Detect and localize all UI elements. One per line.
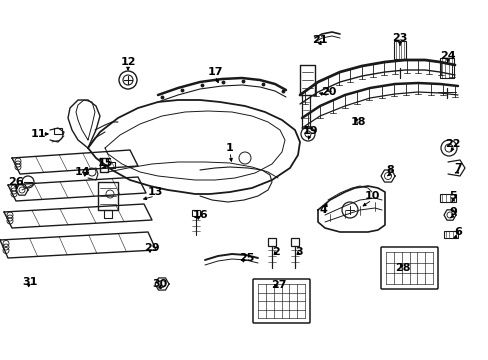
Text: 9: 9	[448, 207, 456, 217]
Bar	[267, 238, 275, 246]
Text: 5: 5	[448, 191, 456, 201]
Text: 11: 11	[30, 129, 46, 139]
Text: 18: 18	[349, 117, 365, 127]
Text: 12: 12	[120, 57, 136, 67]
Text: 28: 28	[394, 263, 410, 273]
Text: 29: 29	[144, 243, 160, 253]
Text: 4: 4	[318, 205, 326, 215]
FancyBboxPatch shape	[252, 279, 309, 323]
Text: 25: 25	[239, 253, 254, 263]
FancyBboxPatch shape	[380, 247, 437, 289]
Text: 26: 26	[8, 177, 24, 187]
Text: 24: 24	[439, 51, 455, 61]
Text: 2: 2	[271, 247, 279, 257]
Text: 7: 7	[453, 163, 461, 173]
Text: 8: 8	[386, 165, 393, 175]
Text: 20: 20	[321, 87, 336, 97]
Text: 15: 15	[97, 158, 112, 168]
Text: 1: 1	[225, 143, 233, 153]
Text: 27: 27	[271, 280, 286, 290]
Text: 22: 22	[445, 139, 460, 149]
Text: 17: 17	[207, 67, 223, 77]
Text: 19: 19	[302, 126, 317, 136]
Text: 3: 3	[295, 247, 302, 257]
Text: 14: 14	[74, 167, 90, 177]
Text: 16: 16	[192, 210, 207, 220]
Text: 10: 10	[364, 191, 379, 201]
Text: 31: 31	[22, 277, 38, 287]
Bar	[192, 210, 200, 216]
Text: 13: 13	[147, 187, 163, 197]
Bar	[290, 238, 298, 246]
Bar	[393, 41, 405, 59]
Bar	[439, 58, 453, 78]
Text: 21: 21	[312, 35, 327, 45]
Bar	[443, 231, 457, 238]
Text: 30: 30	[152, 279, 167, 289]
Text: 23: 23	[391, 33, 407, 43]
Text: 6: 6	[453, 227, 461, 237]
Bar	[54, 128, 62, 134]
Bar	[439, 194, 455, 202]
